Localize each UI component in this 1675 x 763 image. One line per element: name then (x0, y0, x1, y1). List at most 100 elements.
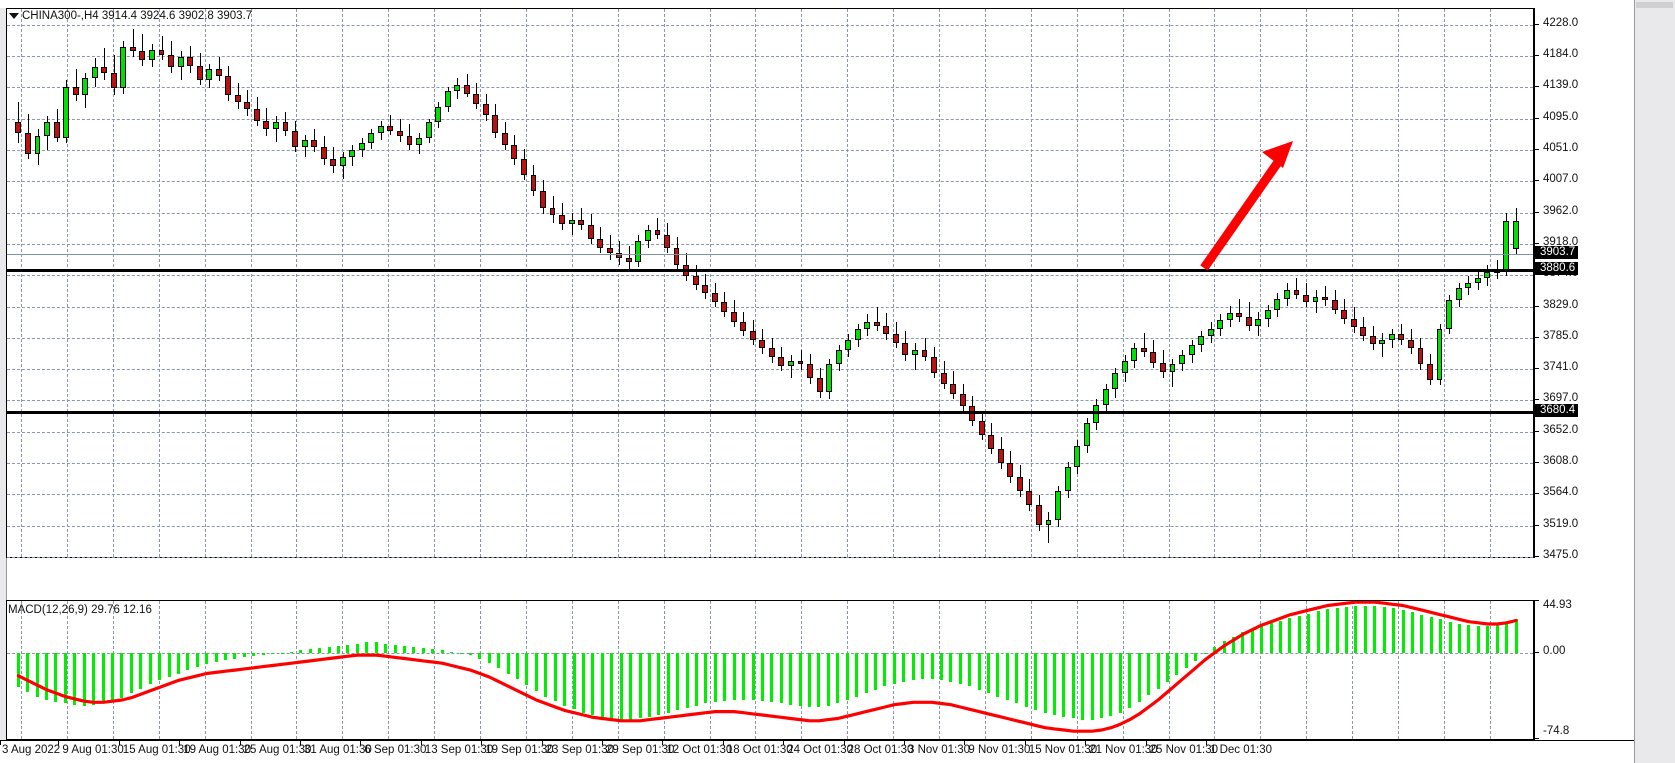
price-axis-label: 3564.0 (1543, 486, 1579, 499)
candle-body (1112, 373, 1119, 390)
candle-body (1465, 283, 1472, 289)
candle-body (1026, 491, 1033, 506)
macd-histogram-bar (1316, 611, 1320, 653)
price-axis-tick (1535, 336, 1539, 338)
macd-histogram-bar (1335, 607, 1339, 653)
candle-body (1398, 334, 1405, 340)
candle-wick (657, 217, 658, 239)
candle-body (1036, 505, 1042, 526)
macd-histogram-bar (148, 652, 152, 684)
macd-histogram-bar (892, 652, 896, 684)
macd-histogram-bar (129, 652, 133, 694)
grid-line-vertical (571, 9, 573, 557)
candle-body (1369, 335, 1376, 345)
date-axis-label: 12 Oct 01:30 (666, 744, 733, 756)
horizontal-scrollbar-thumb[interactable] (1636, 2, 1673, 8)
macd-histogram-bar (996, 652, 1000, 697)
macd-grid-line-vertical (571, 601, 573, 739)
grid-line-vertical (1076, 9, 1078, 557)
candle-body (1188, 344, 1195, 356)
candle-body (997, 448, 1004, 463)
candle-body (225, 76, 232, 96)
candle-body (1016, 477, 1023, 492)
macd-histogram-bar (525, 652, 529, 686)
macd-histogram-bar (826, 652, 830, 706)
candle-wick (572, 212, 573, 236)
grid-line-vertical (204, 9, 206, 557)
grid-line-vertical (1306, 9, 1308, 557)
grid-line-vertical (1168, 9, 1170, 557)
price-axis-label: 3918.0 (1543, 235, 1579, 248)
macd-histogram-bar (280, 652, 284, 654)
grid-line-vertical (342, 9, 344, 557)
macd-panel[interactable] (6, 600, 1534, 740)
collapse-triangle-icon[interactable] (9, 13, 19, 19)
candle-body (950, 383, 957, 395)
candle-body (768, 348, 775, 357)
macd-grid-line-vertical (1214, 601, 1216, 739)
candle-wick (925, 337, 926, 362)
macd-histogram-bar (1213, 647, 1217, 653)
candle-body (1341, 309, 1348, 319)
candle-body (1131, 348, 1138, 362)
macd-histogram-bar (1307, 613, 1311, 653)
candle-body (1264, 309, 1271, 319)
candle-body (482, 104, 489, 116)
candle-wick (1239, 298, 1240, 322)
macd-histogram-bar (930, 652, 934, 680)
candle-body (1007, 462, 1014, 478)
macd-histogram-bar (393, 644, 397, 653)
price-axis-tick (1535, 305, 1539, 307)
macd-histogram-bar (73, 652, 77, 705)
candle-body (1350, 318, 1357, 328)
candle-body (253, 109, 260, 121)
candle-body (25, 132, 31, 154)
macd-grid-line-vertical (434, 601, 436, 739)
date-axis-label: 9 Nov 01:30 (968, 744, 1031, 756)
macd-histogram-bar (1486, 626, 1490, 653)
macd-histogram-bar (1363, 605, 1367, 653)
date-axis[interactable]: 3 Aug 2022 9 Aug 01:30 15 Aug 01:30 19 Aug … (0, 740, 1634, 763)
price-chart-panel[interactable] (6, 8, 1534, 558)
macd-grid-line-vertical (663, 601, 665, 739)
macd-histogram-bar (855, 652, 859, 697)
grid-line-vertical (984, 9, 986, 557)
macd-histogram-bar (158, 652, 162, 681)
candle-body (44, 122, 50, 137)
price-axis-label: 4228.0 (1543, 16, 1579, 29)
macd-axis-tick (1535, 600, 1539, 601)
candle-body (1083, 422, 1090, 446)
macd-histogram-bar (1250, 628, 1254, 653)
candle-body (139, 51, 146, 60)
candle-body (396, 130, 403, 137)
candle-wick (915, 342, 916, 370)
macd-histogram-bar (1344, 606, 1348, 653)
macd-grid-line-vertical (480, 601, 481, 739)
candle-body (759, 339, 766, 349)
macd-histogram-bar (742, 652, 746, 701)
price-axis-label: 4051.0 (1543, 141, 1579, 154)
grid-line-vertical (525, 9, 527, 557)
price-axis[interactable]: 4228.0 4184.0 4139.0 4095.0 4051.0 4007.0 3962… (1534, 8, 1634, 561)
candle-body (492, 115, 499, 133)
macd-grid-line-vertical (1260, 601, 1262, 739)
macd-histogram-bar (516, 652, 520, 680)
macd-grid-line-vertical (250, 601, 252, 739)
macd-grid-line-vertical (1030, 601, 1032, 739)
macd-histogram-bar (1015, 652, 1019, 704)
macd-histogram-bar (261, 652, 265, 656)
candle-body (1255, 318, 1262, 326)
candle-body (511, 144, 518, 159)
macd-histogram-bar (1458, 623, 1462, 653)
macd-grid-line-vertical (66, 601, 68, 739)
candle-wick (791, 355, 792, 379)
macd-histogram-bar (459, 652, 463, 654)
candle-body (244, 102, 251, 110)
macd-histogram-bar (1420, 614, 1424, 653)
price-axis-highlight-support-line: 3680.4 (1535, 403, 1579, 417)
candle-body (854, 328, 861, 340)
grid-line-vertical (893, 9, 895, 557)
grid-line-horizontal (7, 368, 1533, 370)
macd-histogram-bar (1062, 652, 1066, 718)
